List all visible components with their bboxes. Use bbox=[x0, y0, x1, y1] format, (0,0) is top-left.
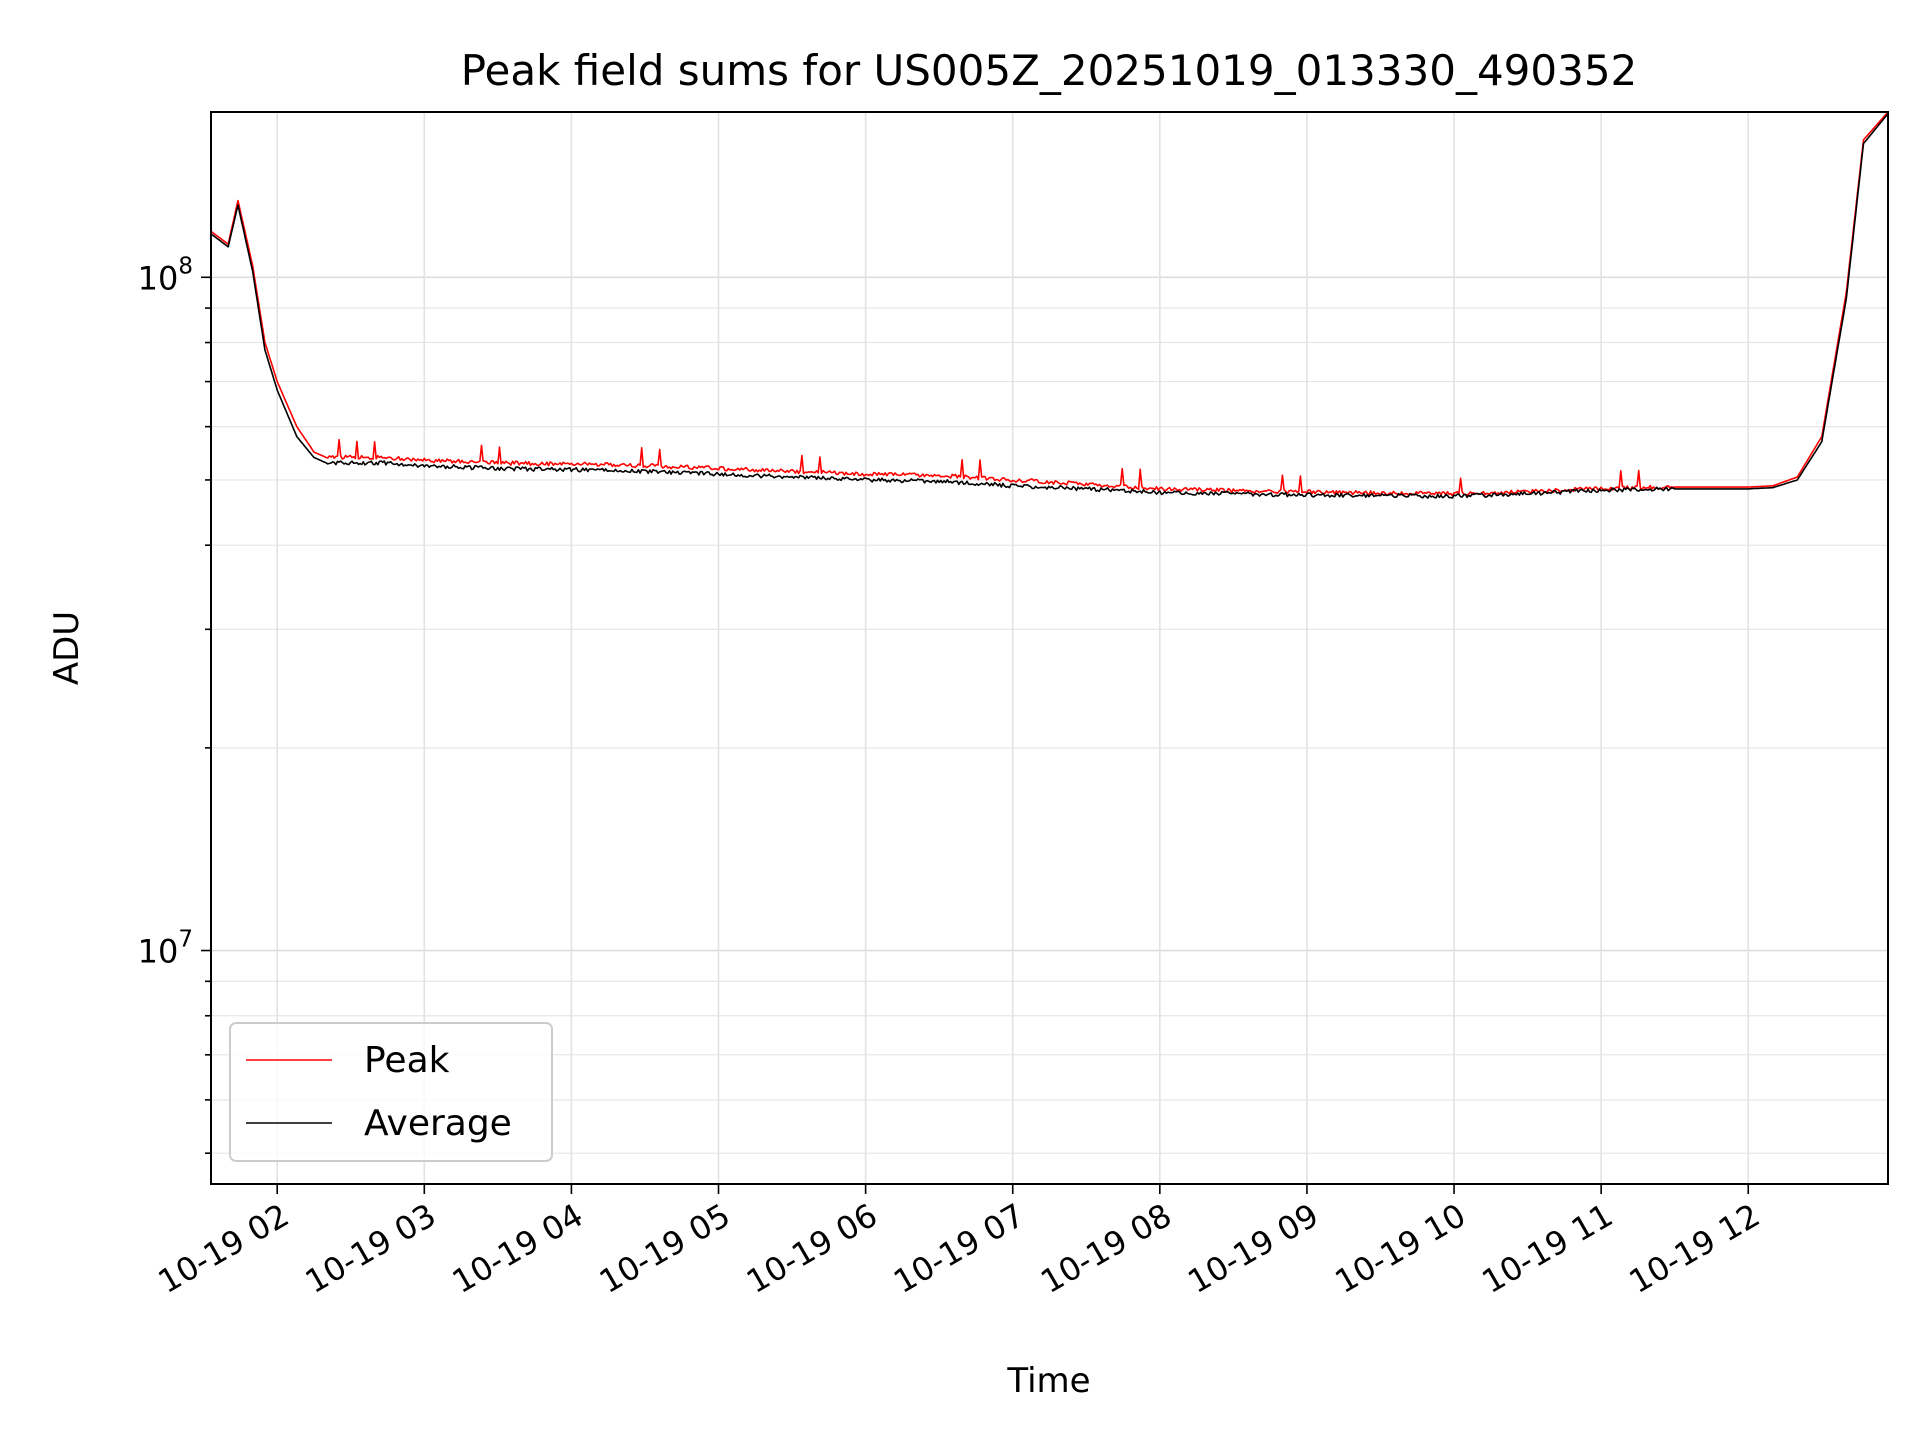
x-tick-label: 10-19 08 bbox=[1034, 1196, 1178, 1301]
y-tick-label-exponent: 7 bbox=[178, 927, 193, 953]
x-tick-label: 10-19 04 bbox=[446, 1196, 590, 1301]
series-layer bbox=[210, 111, 1889, 499]
x-tick-label: 10-19 11 bbox=[1476, 1196, 1620, 1301]
x-axis-label: Time bbox=[1006, 1361, 1090, 1401]
y-tick-label: 108 bbox=[138, 253, 193, 297]
plot-frame bbox=[210, 111, 1889, 1185]
y-tick-label: 107 bbox=[138, 927, 193, 971]
legend-label-peak: Peak bbox=[364, 1040, 450, 1081]
legend: Peak Average bbox=[229, 1022, 553, 1162]
legend-box bbox=[229, 1022, 553, 1162]
chart-title: Peak field sums for US005Z_20251019_0133… bbox=[461, 46, 1638, 95]
y-tick-label-exponent: 8 bbox=[178, 253, 193, 279]
x-tick-label: 10-19 06 bbox=[740, 1196, 884, 1301]
legend-label-average: Average bbox=[364, 1103, 512, 1144]
x-tick-label: 10-19 07 bbox=[887, 1196, 1031, 1301]
grid-layer bbox=[211, 112, 1888, 1184]
x-tick-label: 10-19 03 bbox=[299, 1196, 443, 1301]
y-tick-label-base: 10 bbox=[138, 933, 179, 971]
x-tick-label: 10-19 10 bbox=[1328, 1196, 1472, 1301]
series-line-average bbox=[210, 113, 1889, 499]
y-axis-label: ADU bbox=[47, 611, 87, 685]
x-tick-label: 10-19 12 bbox=[1623, 1196, 1767, 1301]
x-tick-label: 10-19 02 bbox=[152, 1196, 296, 1301]
y-tick-label-base: 10 bbox=[138, 259, 179, 297]
x-tick-label: 10-19 05 bbox=[593, 1196, 737, 1301]
series-line-peak bbox=[210, 111, 1889, 497]
x-tick-label: 10-19 09 bbox=[1181, 1196, 1325, 1301]
